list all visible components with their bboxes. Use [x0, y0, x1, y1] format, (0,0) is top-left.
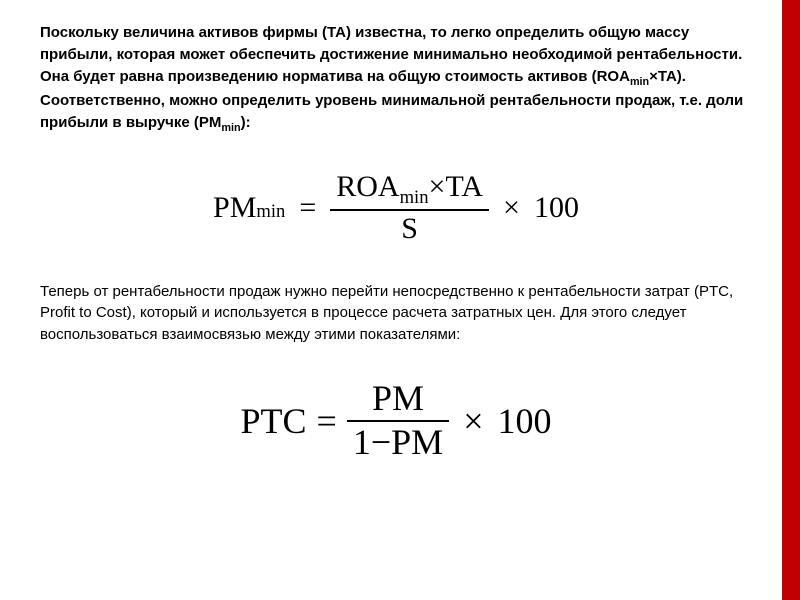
- formula1-fraction: ROAmin×TA S: [330, 171, 489, 245]
- formula1-lhs: PMmin: [213, 191, 285, 225]
- formula2-numerator: PM: [366, 380, 430, 418]
- para1-suffix: ):: [241, 114, 251, 131]
- formula1-lhs-main: PM: [213, 191, 256, 225]
- slide-content: Поскольку величина активов фирмы (ТА) из…: [0, 0, 800, 517]
- formula2-fraction: PM 1−PM: [347, 380, 449, 462]
- formula-1-block: PMmin = ROAmin×TA S × 100: [40, 171, 752, 245]
- formula2-denominator: 1−PM: [347, 424, 449, 462]
- formula1-tail-times: ×: [499, 191, 524, 225]
- formula2-lhs: PTC: [241, 400, 307, 442]
- formula1-num-a: ROA: [336, 170, 399, 203]
- paragraph-1: Поскольку величина активов фирмы (ТА) из…: [40, 22, 752, 137]
- formula1-num-a-sub: min: [400, 187, 429, 208]
- para1-sub1: min: [630, 76, 649, 88]
- formula-1: PMmin = ROAmin×TA S × 100: [213, 171, 579, 245]
- formula-2-block: PTC = PM 1−PM × 100: [40, 380, 752, 462]
- formula1-denominator: S: [395, 213, 424, 245]
- formula1-eq: =: [295, 191, 320, 225]
- para1-sub2: min: [221, 122, 240, 134]
- formula1-num-b: TA: [445, 170, 483, 203]
- formula1-numerator: ROAmin×TA: [330, 171, 489, 208]
- fraction-bar: [330, 209, 489, 211]
- formula1-tail-const: 100: [534, 191, 579, 225]
- accent-bar: [782, 0, 800, 600]
- formula2-eq: =: [317, 400, 337, 442]
- formula-2: PTC = PM 1−PM × 100: [241, 380, 552, 462]
- formula2-tail-const: 100: [498, 400, 552, 442]
- formula2-tail-times: ×: [459, 400, 487, 442]
- formula1-num-times: ×: [429, 170, 446, 203]
- paragraph-2: Теперь от рентабельности продаж нужно пе…: [40, 281, 752, 346]
- formula1-lhs-sub: min: [256, 201, 285, 223]
